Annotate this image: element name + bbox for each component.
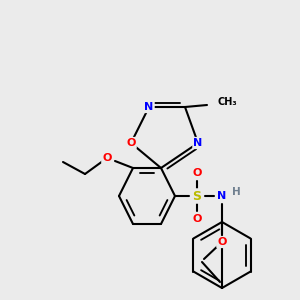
Text: N: N xyxy=(194,138,202,148)
Text: CH₃: CH₃ xyxy=(217,97,237,107)
Text: H: H xyxy=(232,187,240,197)
Text: N: N xyxy=(144,102,154,112)
Text: N: N xyxy=(218,191,226,201)
Text: O: O xyxy=(192,214,202,224)
Text: O: O xyxy=(102,153,112,163)
Text: S: S xyxy=(193,190,202,202)
Text: O: O xyxy=(192,168,202,178)
Text: O: O xyxy=(217,237,227,247)
Text: O: O xyxy=(126,138,136,148)
